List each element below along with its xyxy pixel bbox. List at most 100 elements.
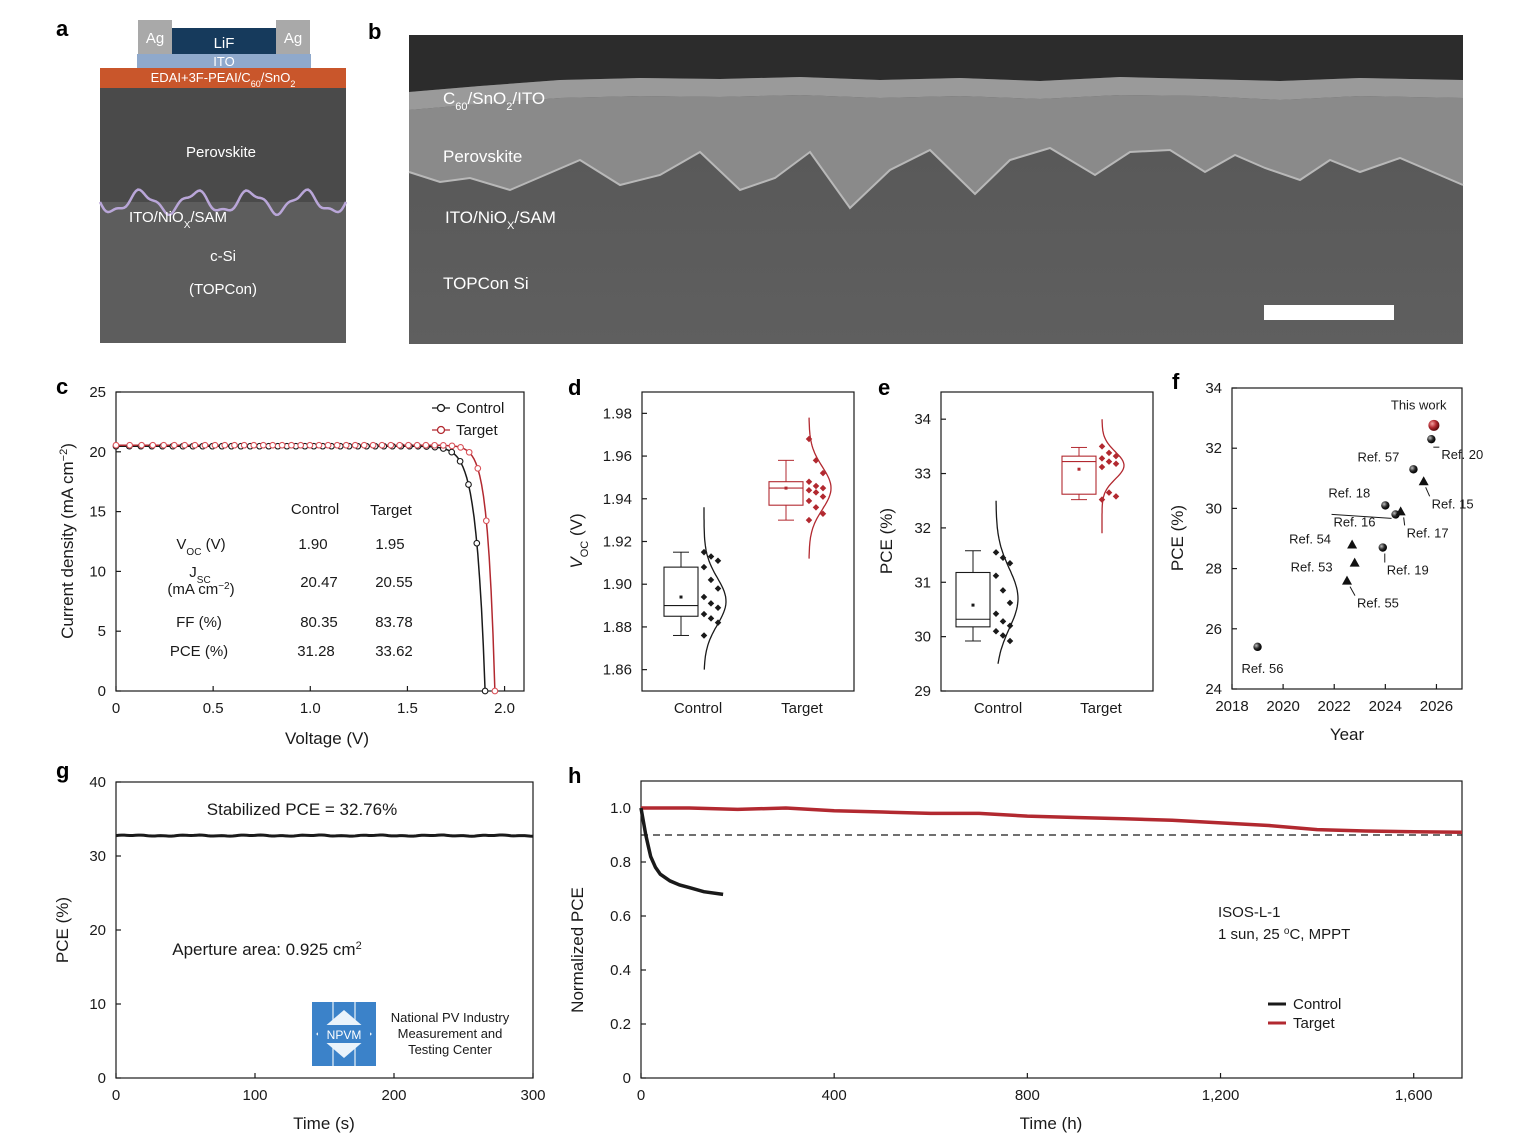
panel-letter-a: a (56, 16, 69, 41)
perovskite-layer (100, 86, 346, 202)
y-tick-label: 32 (914, 520, 931, 537)
x-tick-label: 2020 (1266, 698, 1299, 715)
y-tick-label: 30 (89, 848, 106, 865)
x-tick-label: 1.0 (300, 700, 321, 717)
x-tick-target-e: Target (1080, 700, 1123, 717)
y-tick-label: 1.98 (603, 405, 632, 422)
jv-marker-target (474, 465, 482, 472)
npvm-logo: NPVM (312, 1002, 376, 1066)
npvm-logo-text: NPVM (327, 1028, 362, 1042)
jv-marker-target (201, 441, 209, 449)
etl-layer (100, 68, 346, 88)
x-tick-label: 1,600 (1395, 1087, 1433, 1104)
table-voc-target: 1.95 (375, 536, 404, 553)
scatter-records: This work Ref. 20 Ref. 57 Ref. 15 Ref. 18 Ref… (1242, 397, 1484, 676)
panel-letter-f: f (1172, 369, 1180, 394)
jv-marker-target (160, 441, 168, 449)
marker-sphere (1253, 642, 1262, 652)
sem-perovskite (409, 95, 1463, 208)
panel-d: d 1.86 1.88 1.90 1.92 1.94 1.96 1.98 Control T… (567, 375, 855, 717)
axis-ticks-c: 0 0.5 1.0 1.5 2.0 0 5 10 15 20 25 (89, 384, 515, 717)
x-tick-label: 100 (242, 1087, 267, 1104)
jv-marker-control (456, 457, 464, 465)
panel-f: f 2018 2020 2022 2024 2026 24 26 28 30 32 34 This … (1168, 369, 1483, 744)
y-tick-label: 0.2 (610, 1016, 631, 1033)
data-point-target (812, 482, 820, 490)
jv-marker-target (360, 441, 368, 449)
y-tick-label: 1.90 (603, 576, 632, 593)
panel-letter-d: d (568, 375, 581, 400)
data-point-control (992, 627, 1000, 635)
data-point-target (1098, 443, 1106, 450)
x-tick-target-d: Target (781, 700, 824, 717)
jv-marker-target (240, 441, 248, 449)
x-tick-control-d: Control (674, 700, 722, 717)
data-point-control (714, 557, 722, 564)
x-tick-label: 0.5 (203, 700, 224, 717)
point-label: Ref. 57 (1357, 449, 1399, 464)
series-target-line (641, 806, 1463, 835)
csi-layer (100, 195, 346, 343)
plot-frame-f (1231, 387, 1463, 690)
point-label: Ref. 19 (1387, 563, 1429, 578)
logo-caption-line2: Measurement and (398, 1026, 503, 1041)
legend-control-label: Control (456, 400, 504, 417)
data-point-control (707, 600, 715, 607)
data-point-target (812, 504, 820, 511)
jv-marker-target (387, 441, 395, 449)
plot-frame-h (640, 780, 1463, 1079)
table-row-pce-label: PCE (%) (170, 643, 228, 660)
data-point-target (805, 486, 813, 494)
y-tick-label: 33 (914, 466, 931, 483)
x-axis-label-g: Time (s) (293, 1114, 355, 1133)
stabilized-pce-line (115, 833, 534, 838)
axis-ticks-h: 0 400 800 1,200 1,600 0 0.2 0.4 0.6 0.8 1.0 (610, 800, 1432, 1104)
y-tick-label: 34 (914, 411, 931, 428)
jv-marker-control (465, 481, 472, 488)
y-tick-label: 20 (89, 922, 106, 939)
jv-marker-target (448, 442, 456, 450)
data-point-target (1098, 455, 1106, 462)
data-point-target (1105, 449, 1113, 457)
data-point-control (700, 610, 708, 618)
point-label: Ref. 17 (1407, 525, 1449, 540)
jv-marker-target (422, 441, 430, 449)
y-axis-label-d: VOC (V) (567, 513, 591, 568)
y-tick-label: 40 (89, 774, 106, 791)
marker-triangle (1347, 539, 1358, 549)
normal-fit-curve (995, 500, 1019, 664)
x-tick-label: 1,200 (1202, 1087, 1240, 1104)
perovskite-label: Perovskite (186, 144, 256, 161)
data-point-target (805, 516, 813, 524)
jv-marker-target (457, 444, 464, 451)
y-tick-label: 29 (914, 683, 931, 700)
sem-vacuum (409, 35, 1463, 92)
jv-marker-target (278, 441, 286, 449)
box-mean (1077, 467, 1081, 471)
jv-marker-target (250, 441, 258, 449)
point-label: Ref. 20 (1441, 447, 1483, 462)
table-voc-control: 1.90 (298, 536, 327, 553)
x-axis-label-f: Year (1330, 725, 1365, 744)
x-tick-label: 2022 (1318, 698, 1351, 715)
y-axis-label-c: Current density (mA cm−2) (58, 443, 77, 639)
y-axis-label-f: PCE (%) (1168, 505, 1187, 571)
callout-line (1331, 513, 1392, 519)
axis-ticks-e: 29 30 31 32 33 34 (914, 411, 946, 700)
legend-target-label: Target (1293, 1015, 1336, 1032)
legend-control-label: Control (1293, 996, 1341, 1013)
table-row-jsc-unit: (mA cm−2) (167, 581, 234, 599)
marker-triangle (1418, 476, 1429, 486)
data-point-control (707, 553, 715, 560)
x-tick-label: 400 (822, 1087, 847, 1104)
jv-marker-target (269, 441, 277, 449)
jv-marker-target (231, 441, 238, 449)
jv-marker-target (259, 441, 267, 449)
x-tick-label: 200 (381, 1087, 406, 1104)
box-plot-voc (663, 417, 832, 670)
normal-fit-curve (1101, 419, 1125, 534)
jv-marker-target (315, 441, 323, 449)
panel-letter-c: c (56, 374, 68, 399)
htl-label: ITO/NiOX/SAM (129, 209, 227, 231)
panel-b: b C60/SnO2/ITO Perovskite ITO/NiOX/SAM T… (368, 19, 1464, 344)
